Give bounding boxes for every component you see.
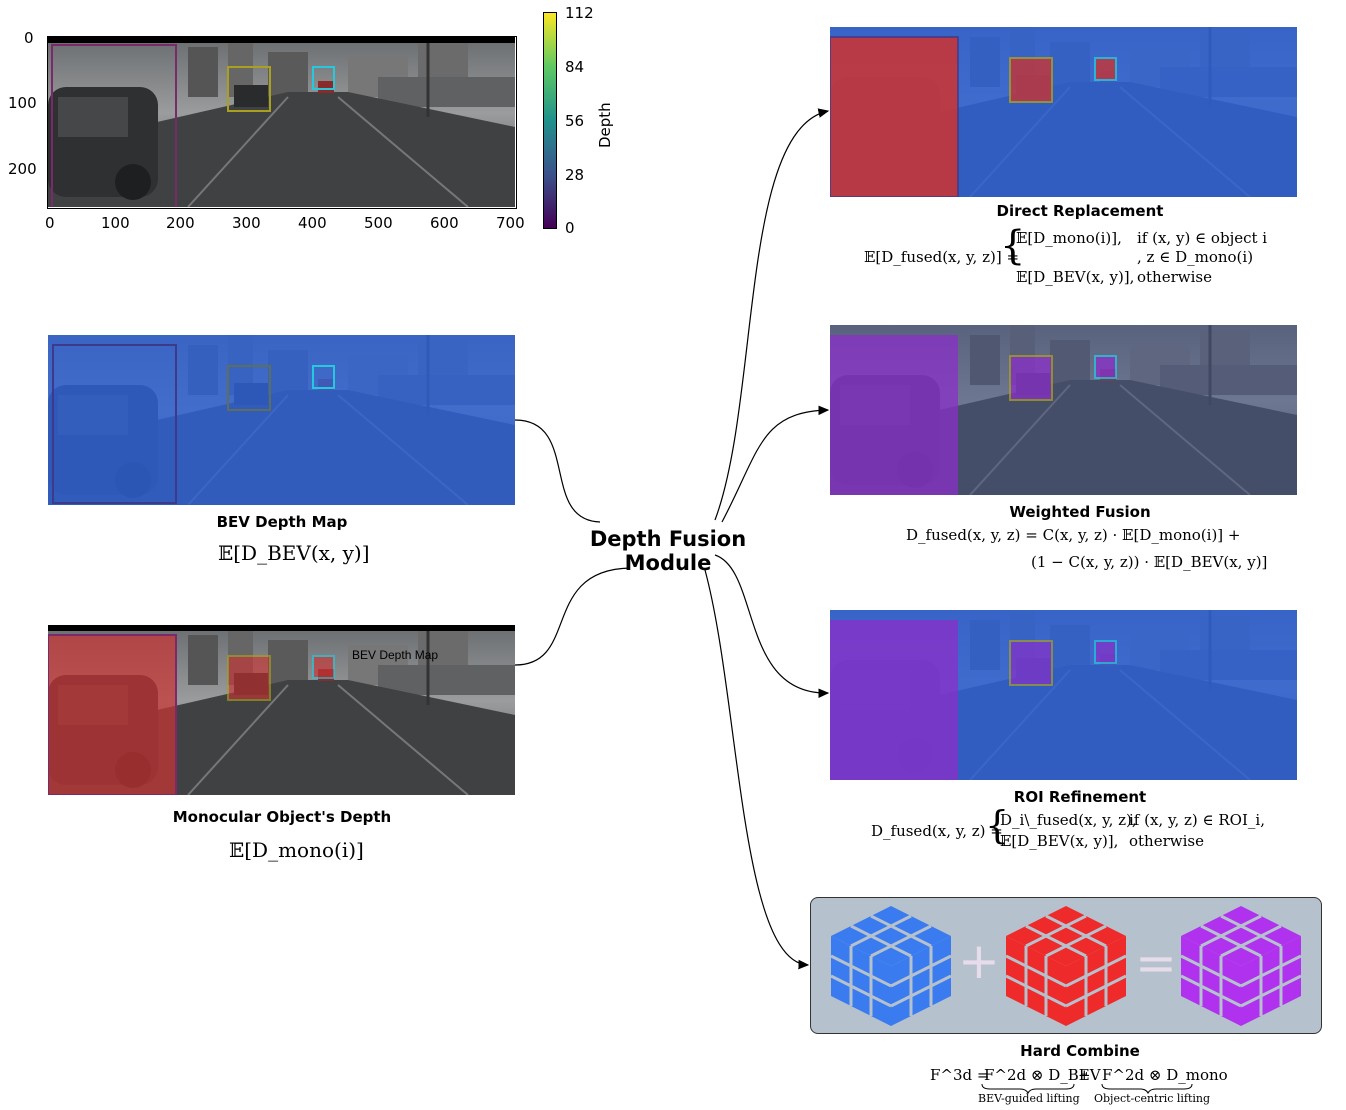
mono-overlay-label: BEV Depth Map — [352, 648, 439, 662]
roi-case2: 𝔼[D_BEV(x, y)], — [1000, 832, 1119, 850]
hard-term1: F^2d ⊗ D_BEV — [984, 1066, 1101, 1084]
direct-caption: Direct Replacement — [996, 202, 1164, 220]
colorbar — [543, 12, 557, 229]
mono-depth-image — [48, 625, 515, 795]
blue-cube-icon — [830, 906, 952, 1026]
direct-case1-cond2: , z ∈ D_mono(i) — [1137, 248, 1254, 266]
direct-replacement-image — [830, 27, 1297, 197]
brace-label-1: BEV-guided lifting — [978, 1092, 1080, 1105]
depth-fusion-title: Depth Fusion Module — [588, 527, 748, 575]
bev-caption: BEV Depth Map — [216, 513, 348, 531]
title-line-1: Depth Fusion — [589, 527, 747, 551]
mono-formula: 𝔼[D_mono(i)] — [229, 838, 364, 862]
hard-plus: + — [1078, 1066, 1091, 1084]
weighted-line1: D_fused(x, y, z) = C(x, y, z) · 𝔼[D_mono… — [906, 526, 1241, 544]
title-line-2: Module — [624, 551, 712, 575]
roi-case2-cond: otherwise — [1129, 832, 1204, 850]
x-tick-500: 500 — [364, 214, 393, 232]
x-tick-700: 700 — [496, 214, 525, 232]
cubes-illustration: + = — [830, 906, 1302, 1026]
roi-case1-cond: if (x, y, z) ∈ ROI_i, — [1129, 811, 1265, 829]
y-tick-0: 0 — [24, 29, 34, 47]
roi-brace: { — [985, 803, 1010, 847]
x-tick-400: 400 — [298, 214, 327, 232]
underbraces — [981, 1083, 1193, 1094]
y-tick-200: 200 — [8, 160, 37, 178]
roi-case1: D_i\_fused(x, y, z), — [1000, 811, 1137, 829]
cbar-tick-28: 28 — [565, 166, 585, 184]
brace-label-2: Object-centric lifting — [1094, 1092, 1211, 1105]
roi-caption: ROI Refinement — [1013, 788, 1147, 806]
weighted-caption: Weighted Fusion — [1009, 503, 1151, 521]
hard-lhs: F^3d = — [930, 1066, 990, 1084]
bev-depth-image — [48, 335, 515, 505]
cbar-tick-0: 0 — [565, 219, 575, 237]
arrow-bev-in — [514, 419, 601, 523]
arrow-mono-in — [514, 567, 631, 666]
direct-case1-cond: if (x, y) ∈ object i — [1137, 229, 1268, 247]
purple-cube-icon — [1180, 906, 1302, 1026]
x-tick-200: 200 — [166, 214, 195, 232]
direct-lhs: 𝔼[D_fused(x, y, z)] = — [864, 248, 1020, 266]
hard-combine-panel: + = — [810, 897, 1322, 1034]
direct-brace: { — [1000, 223, 1026, 269]
hard-caption: Hard Combine — [1020, 1042, 1140, 1060]
direct-case1: 𝔼[D_mono(i)], — [1016, 229, 1122, 247]
roi-refinement-image — [830, 610, 1297, 780]
x-tick-0: 0 — [45, 214, 55, 232]
x-tick-300: 300 — [232, 214, 261, 232]
depth-plot-image — [48, 37, 515, 207]
direct-case2: 𝔼[D_BEV(x, y)], — [1016, 268, 1135, 286]
roi-lhs: D_fused(x, y, z) = — [871, 822, 1003, 840]
weighted-line2: (1 − C(x, y, z)) · 𝔼[D_BEV(x, y)] — [1031, 553, 1268, 571]
depth-plot: 0 100 200 0 100 200 300 400 500 600 700 … — [0, 0, 614, 240]
cbar-tick-112: 112 — [565, 4, 594, 22]
equals-sign: = — [1135, 934, 1177, 992]
hard-term2: F^2d ⊗ D_mono — [1102, 1066, 1228, 1084]
x-tick-600: 600 — [430, 214, 459, 232]
bev-formula: 𝔼[D_BEV(x, y)] — [218, 541, 370, 565]
direct-case2-cond: otherwise — [1137, 268, 1212, 286]
plus-sign: + — [958, 932, 1000, 990]
arrow-direct — [714, 108, 830, 521]
cbar-tick-56: 56 — [565, 112, 585, 130]
plot-frame — [47, 36, 517, 209]
weighted-fusion-image — [830, 325, 1297, 495]
mono-caption: Monocular Object's Depth — [172, 808, 392, 826]
arrow-roi — [714, 554, 830, 699]
y-tick-100: 100 — [8, 94, 37, 112]
red-cube-icon — [1005, 906, 1127, 1026]
arrow-weighted — [721, 405, 830, 523]
x-tick-100: 100 — [101, 214, 130, 232]
cbar-tick-84: 84 — [565, 58, 585, 76]
arrow-hard — [704, 569, 810, 970]
